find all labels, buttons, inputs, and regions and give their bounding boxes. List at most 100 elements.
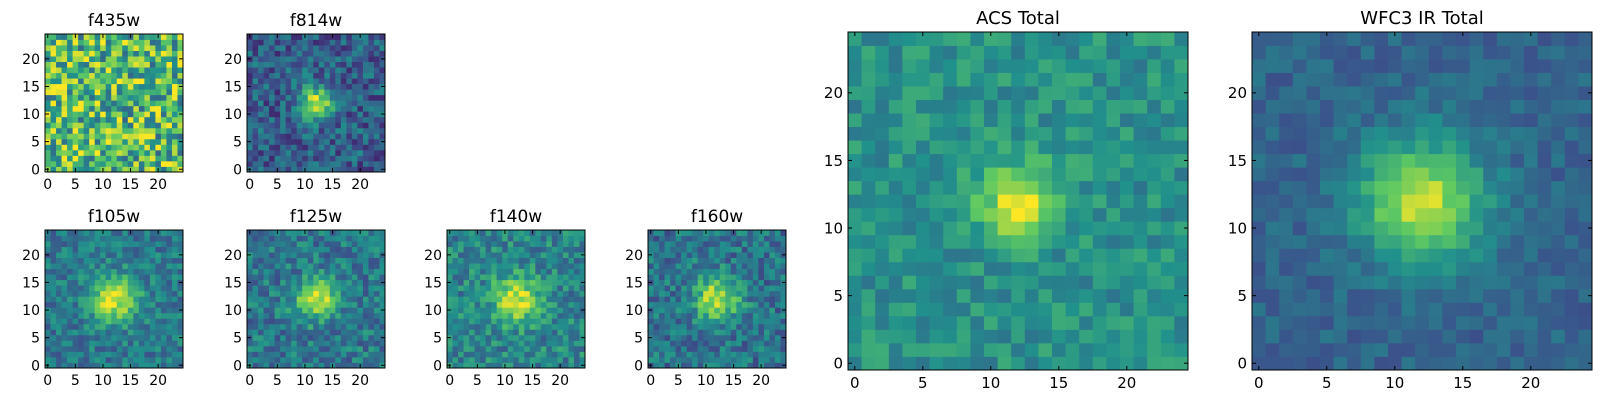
heatmap-cell <box>1174 221 1189 236</box>
heatmap-cell <box>1578 302 1593 317</box>
heatmap-cell <box>1279 315 1294 330</box>
heatmap-cell <box>116 329 123 336</box>
heatmap-cell <box>730 246 737 253</box>
heatmap-cell <box>166 89 173 96</box>
heatmap-cell <box>1052 221 1066 236</box>
heatmap-cell <box>888 261 903 276</box>
heatmap-cell <box>56 45 62 51</box>
heatmap-cell <box>368 345 375 352</box>
heatmap-cell <box>313 268 320 275</box>
heatmap-cell <box>269 100 275 107</box>
heatmap-cell <box>335 356 342 363</box>
heatmap-cell <box>351 334 358 341</box>
heatmap-cell <box>122 268 129 275</box>
heatmap-cell <box>166 235 173 242</box>
heatmap-cell <box>752 362 759 369</box>
heatmap-cell <box>313 274 320 281</box>
heatmap-cell <box>263 160 270 167</box>
heatmap-cell <box>551 235 558 242</box>
heatmap-cell <box>769 301 776 308</box>
heatmap-cell <box>144 94 151 101</box>
heatmap-cell <box>144 56 151 62</box>
heatmap-cell <box>1079 140 1094 155</box>
heatmap-cell <box>692 257 699 264</box>
heatmap-cell <box>61 56 68 62</box>
heatmap-cell <box>291 72 298 79</box>
heatmap-cell <box>557 318 564 325</box>
heatmap-cell <box>133 39 140 46</box>
heatmap-cell <box>929 194 944 209</box>
heatmap-cell <box>269 67 275 74</box>
heatmap-cell <box>1442 261 1457 276</box>
heatmap-cell <box>1347 221 1362 236</box>
heatmap-cell <box>557 279 564 286</box>
heatmap-cell <box>155 307 162 314</box>
heatmap-cell <box>362 257 369 264</box>
heatmap-cell <box>780 329 787 336</box>
heatmap-cell <box>507 340 514 347</box>
heatmap-cell <box>83 67 90 74</box>
heatmap-cell <box>313 290 320 297</box>
heatmap-cell <box>736 274 743 281</box>
heatmap-cell <box>50 351 57 358</box>
heatmap-cells <box>1252 32 1593 371</box>
heatmap-cell <box>763 318 770 325</box>
heatmap-cell <box>45 78 51 85</box>
heatmap-cell <box>351 290 358 297</box>
heatmap-cell <box>258 329 264 336</box>
heatmap-cell <box>296 263 303 270</box>
heatmap-cell <box>78 89 85 96</box>
heatmap-cell <box>752 257 759 264</box>
heatmap-cell <box>697 263 704 270</box>
heatmap-cell <box>357 78 364 85</box>
heatmap-cell <box>89 296 96 303</box>
heatmap-cell <box>155 323 162 330</box>
heatmap-cell <box>313 263 320 270</box>
heatmap-cell <box>351 127 358 134</box>
heatmap-cell <box>368 100 375 107</box>
heatmap-cell <box>94 122 101 129</box>
heatmap-cell <box>307 318 314 325</box>
heatmap-cell <box>357 83 364 90</box>
heatmap-cell <box>335 56 342 62</box>
heatmap-cell <box>769 318 776 325</box>
heatmap-cell <box>56 116 62 123</box>
heatmap-cell <box>458 345 464 352</box>
heatmap-cell <box>1038 342 1053 357</box>
heatmap-cell <box>485 268 492 275</box>
heatmap-cell <box>45 323 51 330</box>
heatmap-cell <box>302 127 309 134</box>
heatmap-cell <box>155 116 162 123</box>
heatmap-cell <box>769 279 776 286</box>
heatmap-cell <box>94 329 101 336</box>
heatmap-cell <box>474 345 481 352</box>
heatmap-cell <box>1496 194 1511 209</box>
heatmap-cell <box>1388 275 1402 290</box>
heatmap-cell <box>368 78 375 85</box>
heatmap-cell <box>83 285 90 292</box>
heatmap-cell <box>540 318 547 325</box>
heatmap-cell <box>138 230 145 236</box>
heatmap-cell <box>138 67 145 74</box>
heatmap-cell <box>296 122 303 129</box>
heatmap-cell <box>351 340 358 347</box>
y-tick-label: 15 <box>224 79 242 95</box>
heatmap-cell <box>1038 59 1053 73</box>
heatmap-cell <box>61 61 68 68</box>
heatmap-cell <box>692 230 699 236</box>
heatmap-cell <box>491 318 498 325</box>
heatmap-cell <box>1024 72 1039 87</box>
heatmap-cell <box>1374 167 1389 182</box>
heatmap-cell <box>474 323 481 330</box>
heatmap-cell <box>324 78 331 85</box>
heatmap-cell <box>943 221 958 236</box>
heatmap-cell <box>160 329 167 336</box>
heatmap-cell <box>708 323 715 330</box>
heatmap-cell <box>160 89 167 96</box>
heatmap-cell <box>1106 45 1121 60</box>
heatmap-cell <box>269 274 275 281</box>
heatmap-cell <box>1510 261 1525 276</box>
heatmap-cell <box>291 268 298 275</box>
heatmap-cell <box>155 45 162 51</box>
heatmap-cell <box>247 356 253 363</box>
